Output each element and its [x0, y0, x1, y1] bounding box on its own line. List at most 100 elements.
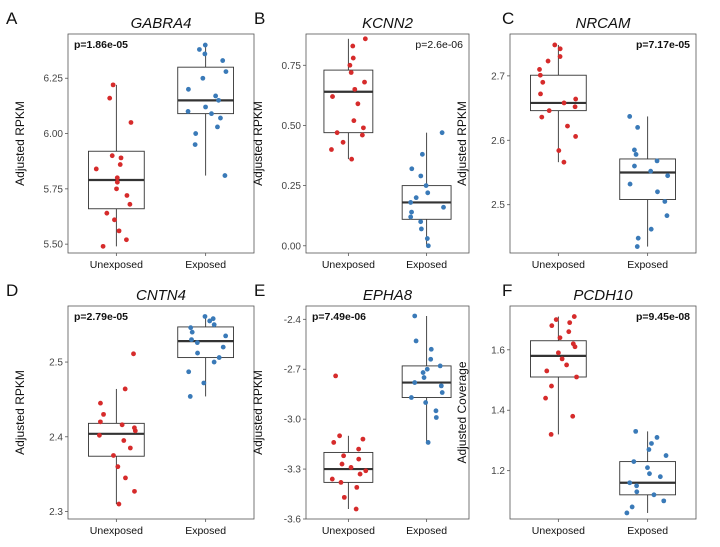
- data-point-exposed: [203, 104, 208, 110]
- data-point-exposed: [412, 313, 418, 319]
- data-point-unexposed: [571, 314, 577, 319]
- data-point-exposed: [624, 510, 630, 516]
- data-point-unexposed: [552, 42, 558, 48]
- chart-title: PCDH10: [573, 287, 633, 304]
- data-point-exposed: [185, 109, 191, 114]
- data-point-exposed: [223, 333, 229, 339]
- data-point-unexposed: [114, 179, 120, 185]
- y-tick-label: 2.5: [49, 358, 63, 369]
- data-point-exposed: [648, 226, 654, 232]
- data-point-unexposed: [352, 86, 358, 92]
- x-tick-label: Unexposed: [532, 525, 585, 537]
- data-point-exposed: [189, 329, 195, 335]
- data-point-unexposed: [122, 386, 128, 392]
- box-unexposed: [530, 44, 587, 163]
- data-point-exposed: [433, 408, 439, 414]
- data-point-unexposed: [363, 468, 369, 474]
- y-tick-label: -2.4: [284, 315, 302, 326]
- data-point-unexposed: [338, 479, 344, 485]
- x-tick-label: Exposed: [627, 259, 668, 271]
- box-exposed: [401, 132, 452, 246]
- data-point-exposed: [651, 492, 657, 498]
- data-point-unexposed: [540, 79, 546, 85]
- y-tick-label: -3.6: [284, 515, 302, 526]
- panel-frame: [67, 305, 255, 520]
- data-point-unexposed: [104, 210, 110, 216]
- y-tick-label: 2.5: [491, 200, 505, 211]
- data-point-unexposed: [361, 125, 366, 131]
- y-tick-label: 1.2: [491, 466, 505, 477]
- data-point-exposed: [409, 166, 415, 172]
- data-point-unexposed: [545, 58, 551, 64]
- data-point-unexposed: [355, 101, 361, 107]
- p-value: p=1.86e-05: [74, 39, 128, 51]
- data-point-unexposed: [548, 432, 554, 437]
- data-point-exposed: [664, 213, 670, 219]
- data-point-exposed: [201, 380, 207, 386]
- data-point-unexposed: [131, 351, 136, 357]
- data-point-exposed: [216, 355, 222, 360]
- data-point-exposed: [627, 480, 633, 486]
- data-point-unexposed: [362, 79, 367, 85]
- panel-frame: [305, 33, 470, 254]
- x-tick-label: Exposed: [406, 259, 447, 271]
- data-point-exposed: [207, 318, 213, 324]
- data-point-unexposed: [114, 175, 120, 181]
- x-tick-label: Exposed: [185, 525, 226, 537]
- data-point-unexposed: [566, 329, 572, 335]
- data-point-unexposed: [362, 36, 368, 42]
- data-point-unexposed: [350, 43, 356, 49]
- data-point-unexposed: [553, 317, 559, 322]
- data-point-unexposed: [357, 471, 363, 477]
- x-tick-label: Exposed: [185, 259, 226, 271]
- data-point-exposed: [661, 498, 667, 504]
- data-point-unexposed: [116, 228, 122, 234]
- data-point-exposed: [209, 111, 214, 117]
- p-value: p=9.45e-08: [636, 311, 690, 323]
- box-exposed: [619, 116, 676, 247]
- data-point-exposed: [634, 483, 639, 489]
- data-point-unexposed: [341, 494, 347, 500]
- data-point-unexposed: [337, 433, 342, 439]
- y-tick-label: 1.4: [491, 406, 505, 417]
- data-point-exposed: [210, 316, 216, 322]
- y-axis-label: Adjusted RPKM: [13, 370, 27, 455]
- data-point-exposed: [629, 504, 635, 510]
- data-point-unexposed: [350, 55, 356, 61]
- y-axis-label: Adjusted RPKM: [251, 101, 265, 186]
- data-point-exposed: [438, 383, 444, 389]
- chart-title: NRCAM: [576, 15, 632, 32]
- data-point-exposed: [220, 58, 226, 63]
- data-point-unexposed: [570, 413, 576, 419]
- data-point-unexposed: [124, 193, 130, 198]
- panel-frame: [305, 305, 470, 520]
- y-tick-label: 1.6: [491, 345, 505, 356]
- data-point-exposed: [419, 151, 425, 157]
- data-point-unexposed: [570, 341, 576, 347]
- data-point-exposed: [425, 190, 431, 196]
- data-point-unexposed: [351, 118, 357, 124]
- data-point-unexposed: [356, 456, 362, 462]
- data-point-exposed: [428, 356, 434, 362]
- x-tick-label: Unexposed: [90, 525, 143, 537]
- x-tick-label: Unexposed: [322, 525, 375, 537]
- data-point-exposed: [663, 453, 669, 458]
- data-point-exposed: [215, 124, 220, 130]
- data-point-exposed: [635, 235, 641, 241]
- data-point-unexposed: [555, 350, 561, 356]
- data-point-unexposed: [93, 166, 99, 172]
- data-point-unexposed: [111, 453, 116, 458]
- y-axis-label: Adjusted RPKM: [251, 370, 265, 455]
- box-unexposed: [323, 38, 374, 160]
- panel-frame: [509, 305, 697, 520]
- data-point-unexposed: [132, 488, 137, 494]
- box-unexposed: [88, 84, 145, 247]
- data-point-unexposed: [544, 368, 550, 374]
- data-point-exposed: [441, 204, 446, 210]
- data-point-unexposed: [339, 461, 345, 467]
- data-point-unexposed: [557, 54, 563, 59]
- data-point-exposed: [189, 337, 194, 343]
- data-point-exposed: [418, 226, 424, 232]
- data-point-exposed: [635, 124, 641, 130]
